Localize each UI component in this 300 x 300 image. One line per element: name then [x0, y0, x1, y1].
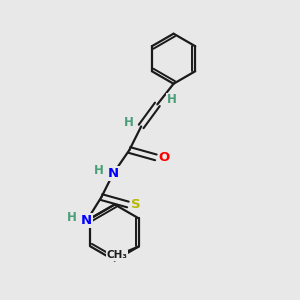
Text: H: H: [124, 116, 134, 128]
Text: N: N: [81, 214, 92, 227]
Text: H: H: [167, 93, 177, 106]
Text: S: S: [131, 198, 141, 211]
Text: CH₃: CH₃: [106, 250, 127, 260]
Text: N: N: [108, 167, 119, 180]
Text: H: H: [94, 164, 103, 177]
Text: H: H: [67, 211, 77, 224]
Text: O: O: [158, 151, 170, 164]
